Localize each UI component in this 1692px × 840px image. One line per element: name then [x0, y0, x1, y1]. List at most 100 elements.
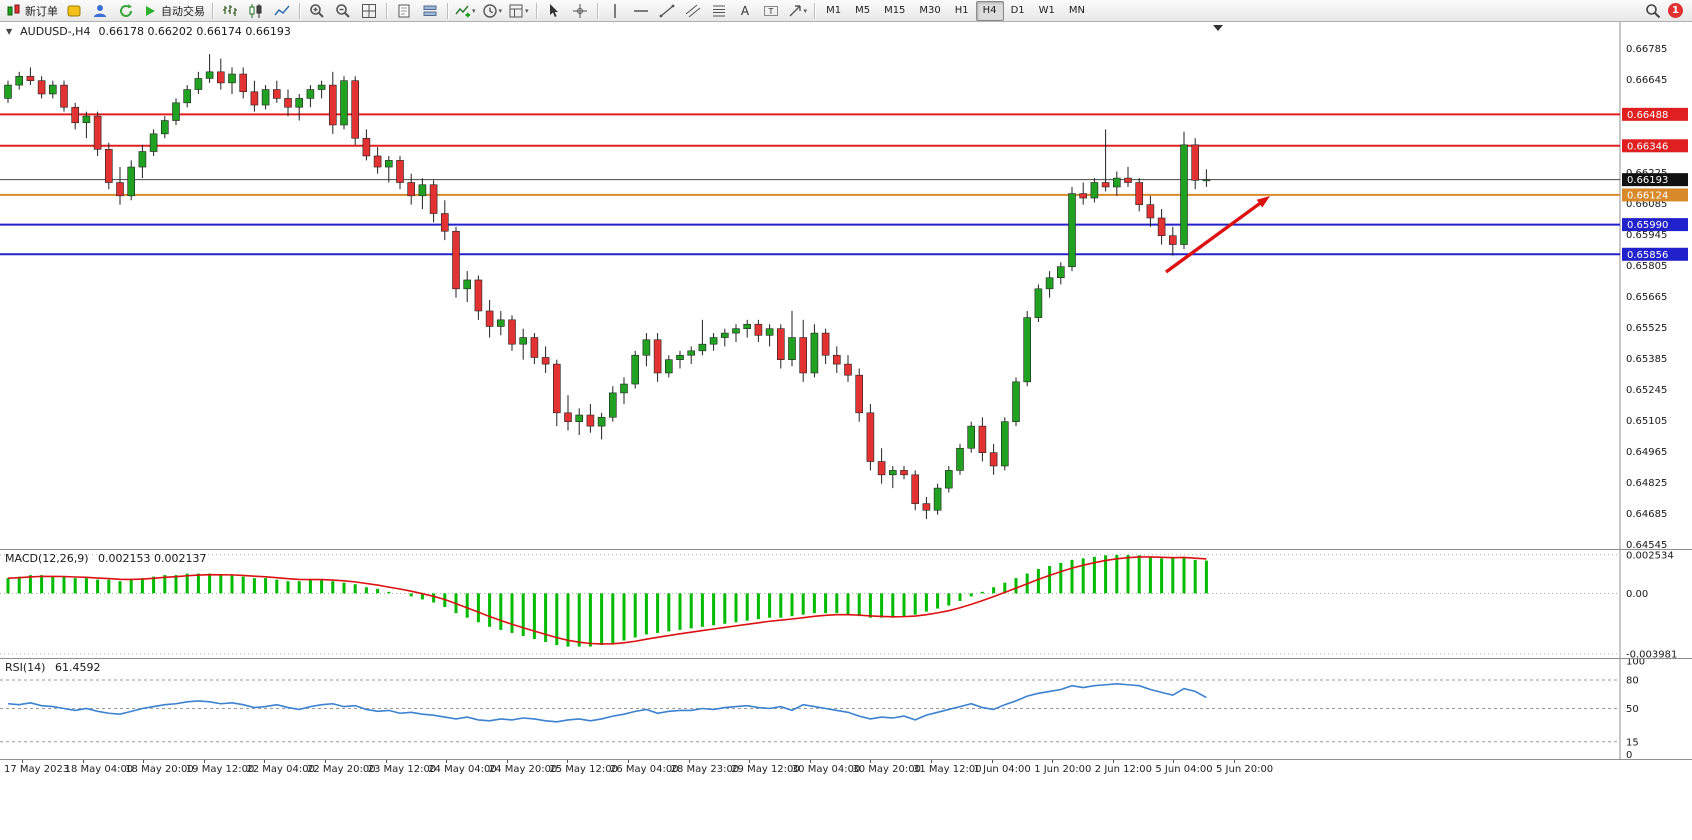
new-chart-button[interactable]: [391, 1, 417, 21]
indicators-icon: [455, 3, 471, 19]
timeframe-h1-button[interactable]: H1: [948, 1, 976, 21]
time-label: 28 May 23:00: [670, 764, 740, 775]
time-tick: [506, 760, 508, 763]
styles-button[interactable]: [61, 1, 87, 21]
price-badge: 0.65990: [1622, 218, 1688, 232]
timeframe-w1-button[interactable]: W1: [1032, 1, 1062, 21]
macd-indicator-name: MACD(12,26,9): [5, 552, 89, 565]
time-label: 17 May 2023: [4, 764, 70, 775]
candles-icon: [248, 3, 264, 19]
timeframe-m5-button-label: M5: [855, 5, 871, 16]
text-button[interactable]: A: [732, 1, 758, 21]
price-scale-label: 0.65105: [1626, 416, 1667, 427]
cursor-button[interactable]: [541, 1, 567, 21]
tile-icon: [361, 3, 377, 19]
trend-arrow[interactable]: [1164, 199, 1264, 274]
timeframe-mn-button[interactable]: MN: [1062, 1, 1092, 21]
price-scale-label: 0.65945: [1626, 230, 1667, 241]
time-tick: [22, 760, 23, 763]
profile-icon: [92, 3, 108, 19]
macd-indicator-values: 0.002153 0.002137: [98, 552, 207, 565]
horizontal-line-button[interactable]: [628, 1, 654, 21]
price-scale-label: 0.64825: [1626, 478, 1667, 489]
rsi-pane[interactable]: RSI(14) 61.4592 100 80 50 15 0: [0, 658, 1692, 759]
time-tick: [1052, 760, 1054, 763]
indicators-button[interactable]: ▾: [452, 1, 479, 21]
dropdown-caret-icon: ▾: [803, 6, 808, 15]
profiles-button[interactable]: [417, 1, 443, 21]
clock-icon: [482, 3, 498, 19]
price-scale-label: 0.65805: [1626, 261, 1667, 272]
zoom-out-button[interactable]: [330, 1, 356, 21]
timeframe-d1-button[interactable]: D1: [1004, 1, 1032, 21]
timeframe-m15-button-label: M15: [884, 5, 906, 16]
refresh-button[interactable]: [113, 1, 139, 21]
templates-button[interactable]: ▾: [505, 1, 532, 21]
line-icon: [274, 3, 290, 19]
time-label: 30 May 04:00: [791, 764, 861, 775]
trendline-button[interactable]: [654, 1, 680, 21]
notification-badge[interactable]: 1: [1668, 3, 1683, 18]
price-badge: 0.66346: [1622, 139, 1688, 153]
timeframe-m5-button[interactable]: M5: [848, 1, 877, 21]
rsi-indicator-values: 61.4592: [54, 661, 101, 674]
toolbar-separator: [386, 2, 387, 19]
new-order-button[interactable]: 新订单: [3, 1, 61, 21]
time-label: 5 Jun 04:00: [1155, 764, 1213, 775]
zoom-in-button[interactable]: [304, 1, 330, 21]
svg-text:0.66488: 0.66488: [1627, 110, 1668, 121]
time-axis[interactable]: 17 May 2023 18 May 04:00 18 May 20:00 19 Ma…: [0, 759, 1692, 780]
search-icon[interactable]: [1645, 3, 1661, 19]
rsi-chart-svg[interactable]: 100 80 50 15 0: [0, 659, 1692, 759]
chart-shift-marker-icon[interactable]: [1213, 25, 1223, 31]
text-label-button[interactable]: T: [758, 1, 784, 21]
autotrading-button[interactable]: 自动交易: [139, 1, 208, 21]
toolbar-separator: [596, 2, 598, 19]
bar-chart-type-button[interactable]: [217, 1, 243, 21]
arrows-button[interactable]: ▾: [784, 1, 811, 21]
fibonacci-button[interactable]: [706, 1, 732, 21]
time-label: 2 Jun 12:00: [1094, 764, 1152, 775]
time-tick: [446, 760, 448, 763]
time-tick: [931, 760, 932, 763]
chart-menu-icon[interactable]: ▼: [6, 27, 13, 36]
rsi-label: RSI(14) 61.4592: [5, 661, 100, 674]
time-label: 22 May 20:00: [307, 764, 376, 775]
time-tick: [385, 760, 387, 763]
macd-chart-svg[interactable]: 0.002534 0.00 -0.003981: [0, 550, 1692, 658]
timeframe-m30-button[interactable]: M30: [912, 1, 947, 21]
timeframe-m1-button[interactable]: M1: [819, 1, 848, 21]
crosshair-button[interactable]: [567, 1, 593, 21]
price-chart-svg[interactable]: 0.667850.666450.662250.660850.659450.658…: [0, 22, 1692, 549]
time-tick: [1234, 760, 1235, 763]
hline-icon: [633, 3, 649, 19]
time-label: 29 May 12:00: [731, 764, 800, 775]
timeframe-m15-button[interactable]: M15: [877, 1, 912, 21]
timeframe-h4-button[interactable]: H4: [975, 0, 1004, 21]
timeframe-h1-button-label: H1: [954, 5, 969, 16]
toolbar: 新订单 自动交易 ▾ ▾ ▾ A T ▾ M1 M5 M15 M30 H1 H4 D1 W1 MN 1: [0, 0, 1692, 22]
line-chart-type-button[interactable]: [269, 1, 295, 21]
svg-text:0.66193: 0.66193: [1627, 175, 1668, 186]
timeframe-w1-button-label: W1: [1038, 5, 1055, 16]
price-scale-label: 0.64965: [1626, 447, 1667, 458]
time-label: 26 May 04:00: [610, 764, 679, 775]
dropdown-caret-icon: ▾: [498, 6, 503, 15]
rsi-line: [7, 682, 1207, 723]
crosshair-icon: [572, 3, 588, 19]
price-badge: 0.66124: [1622, 188, 1688, 202]
macd-pane[interactable]: MACD(12,26,9) 0.002153 0.002137 0.002534…: [0, 549, 1692, 658]
vertical-line-button[interactable]: [602, 1, 628, 21]
price-pane[interactable]: ▼ AUDUSD-,H4 0.66178 0.66202 0.66174 0.6…: [0, 22, 1692, 549]
dropdown-caret-icon: ▾: [525, 6, 529, 15]
svg-text:0.66346: 0.66346: [1627, 141, 1668, 152]
channel-button[interactable]: [680, 1, 706, 21]
publish-button[interactable]: [87, 1, 113, 21]
tile-windows-button[interactable]: [356, 1, 382, 21]
trendline-icon: [659, 3, 675, 19]
periods-button[interactable]: ▾: [479, 1, 506, 21]
svg-text:A: A: [740, 4, 749, 18]
refresh-icon: [118, 3, 134, 19]
time-tick: [1173, 760, 1175, 763]
candlestick-chart-type-button[interactable]: [243, 1, 269, 21]
